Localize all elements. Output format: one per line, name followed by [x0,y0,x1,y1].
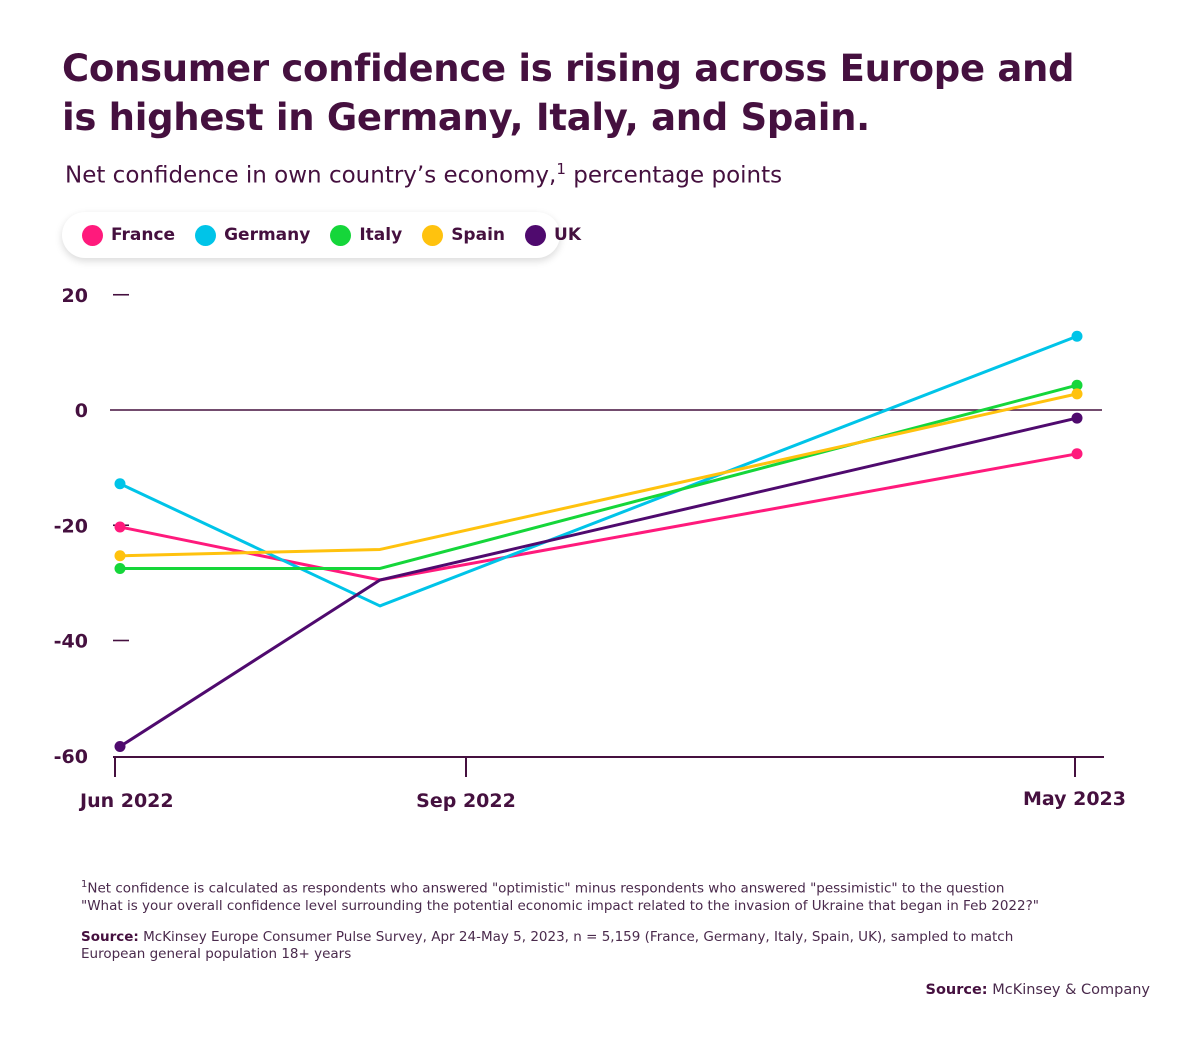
data-point-spain [1071,388,1083,400]
data-point-italy [114,562,126,574]
legend-swatch [82,224,103,246]
y-tick-label: 20 [62,285,88,307]
source-note: Source: McKinsey Europe Consumer Pulse S… [81,929,1081,963]
legend-item-france: France [82,224,176,246]
chart-subtitle: Net confidence in own country’s economy,… [65,160,782,189]
footnote-line1: Net confidence is calculated as responde… [87,880,1005,897]
footnote-sup: 1 [81,879,88,890]
data-point-germany [114,478,126,490]
data-point-france [1071,448,1083,460]
subtitle-text: Net confidence in own country’s economy, [65,162,557,189]
legend-label: France [111,225,176,245]
legend-swatch [195,224,217,246]
legend-label: UK [554,225,581,245]
series-line-uk [119,416,1078,748]
legend-label: Italy [359,225,403,245]
credit-text: McKinsey & Company [987,982,1150,998]
footnote: 1Net confidence is calculated as respond… [81,876,1039,915]
y-tick-label: -40 [54,631,88,653]
legend-label: Spain [451,225,506,245]
legend-swatch [525,224,547,246]
legend-item-germany: Germany [195,224,311,246]
y-tick-label: -20 [54,515,88,537]
x-tick-label: Sep 2022 [416,790,516,812]
legend-item-spain: Spain [422,224,506,246]
footnote-line2: "What is your overall confidence level s… [81,897,1039,914]
legend-item-italy: Italy [330,224,403,246]
legend-label: Germany [224,225,311,245]
data-point-italy [1071,379,1083,391]
legend-swatch [330,224,352,246]
chart-title: Consumer confidence is rising across Eur… [62,47,1075,139]
data-point-france [114,521,126,533]
credit: Source: McKinsey & Company [926,982,1151,998]
subtitle-unit: percentage points [565,162,783,189]
source-text: McKinsey Europe Consumer Pulse Survey, A… [81,929,1014,962]
data-point-germany [1071,330,1083,342]
x-tick-label: Jun 2022 [78,790,174,812]
legend-item-uk: UK [525,224,581,246]
series-line-france [119,452,1078,582]
series-line-spain [119,392,1078,558]
data-point-uk [1071,412,1083,424]
x-tick-label: May 2023 [1023,788,1126,810]
data-point-spain [114,550,126,562]
source-label: Source: [81,929,139,945]
y-tick-label: 0 [75,400,88,422]
data-point-uk [114,741,126,753]
credit-label: Source: [925,982,988,998]
series-line-germany [119,334,1078,608]
y-tick-label: -60 [54,746,88,768]
legend-swatch [422,224,444,246]
legend: France Germany Italy Spain UK [62,212,581,258]
footnote-marker: 1 [556,160,566,178]
